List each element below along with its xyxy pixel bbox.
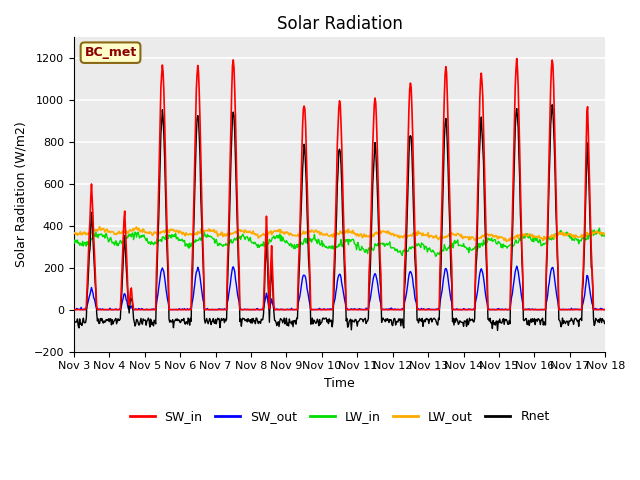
SW_in xyxy=(70,307,77,312)
LW_in xyxy=(596,225,604,231)
Rnet xyxy=(70,322,77,328)
LW_out xyxy=(188,231,195,237)
LW_in xyxy=(383,240,390,246)
SW_in xyxy=(209,307,217,312)
LW_in xyxy=(431,253,439,259)
X-axis label: Time: Time xyxy=(324,377,355,390)
Text: BC_met: BC_met xyxy=(84,46,137,59)
LW_out xyxy=(554,232,562,238)
LW_out xyxy=(384,229,392,235)
SW_in xyxy=(554,245,561,251)
Rnet xyxy=(209,316,217,322)
SW_in xyxy=(602,307,609,312)
LW_in xyxy=(187,244,195,250)
Legend: SW_in, SW_out, LW_in, LW_out, Rnet: SW_in, SW_out, LW_in, LW_out, Rnet xyxy=(125,405,554,428)
Rnet xyxy=(554,271,562,276)
Rnet xyxy=(435,317,443,323)
Y-axis label: Solar Radiation (W/m2): Solar Radiation (W/m2) xyxy=(15,121,28,267)
LW_out xyxy=(70,230,77,236)
Line: SW_in: SW_in xyxy=(74,59,605,310)
SW_in xyxy=(332,233,339,239)
LW_in xyxy=(602,233,609,239)
SW_in xyxy=(383,307,390,312)
Rnet xyxy=(493,327,501,333)
LW_out xyxy=(96,224,104,229)
Line: LW_in: LW_in xyxy=(74,228,605,256)
SW_out xyxy=(332,289,340,295)
LW_out xyxy=(602,230,609,236)
SW_out xyxy=(554,300,562,306)
LW_in xyxy=(332,245,339,251)
LW_in xyxy=(554,231,561,237)
SW_in xyxy=(187,307,195,312)
Line: LW_out: LW_out xyxy=(74,227,605,241)
Rnet xyxy=(383,318,390,324)
LW_out xyxy=(210,227,218,232)
SW_out xyxy=(70,307,77,312)
Line: Rnet: Rnet xyxy=(74,105,605,330)
Rnet xyxy=(548,102,556,108)
LW_out xyxy=(502,239,510,244)
Rnet xyxy=(602,321,609,326)
LW_in xyxy=(209,236,217,241)
SW_out xyxy=(72,307,79,312)
SW_in xyxy=(513,56,520,61)
Title: Solar Radiation: Solar Radiation xyxy=(276,15,403,33)
Line: SW_out: SW_out xyxy=(74,266,605,310)
LW_in xyxy=(70,237,77,243)
SW_out xyxy=(602,307,609,312)
SW_out xyxy=(210,307,218,312)
SW_out xyxy=(384,307,392,312)
LW_in xyxy=(436,249,444,255)
LW_out xyxy=(332,232,340,238)
SW_out xyxy=(513,264,520,269)
SW_in xyxy=(435,307,443,312)
Rnet xyxy=(187,315,195,321)
LW_out xyxy=(436,234,444,240)
SW_out xyxy=(188,307,195,312)
Rnet xyxy=(332,255,339,261)
SW_out xyxy=(436,300,444,306)
